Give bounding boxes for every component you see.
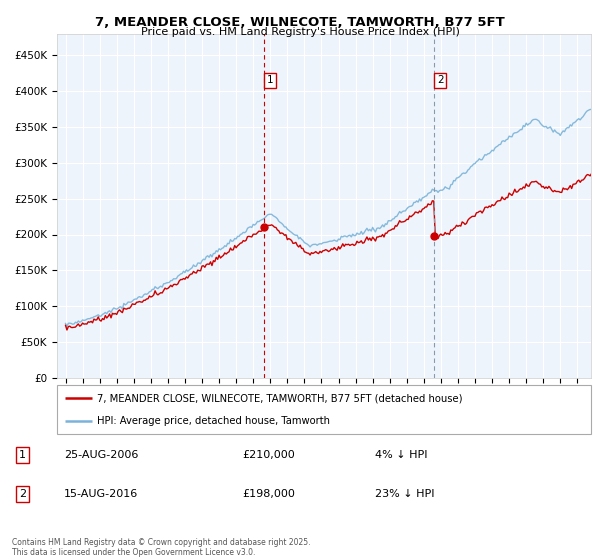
Text: 2: 2: [19, 489, 26, 499]
Text: Price paid vs. HM Land Registry's House Price Index (HPI): Price paid vs. HM Land Registry's House …: [140, 27, 460, 37]
Text: 7, MEANDER CLOSE, WILNECOTE, TAMWORTH, B77 5FT: 7, MEANDER CLOSE, WILNECOTE, TAMWORTH, B…: [95, 16, 505, 29]
Text: 1: 1: [267, 75, 274, 85]
FancyBboxPatch shape: [57, 385, 591, 434]
Text: £198,000: £198,000: [242, 489, 295, 499]
Text: 4% ↓ HPI: 4% ↓ HPI: [375, 450, 427, 460]
Text: 23% ↓ HPI: 23% ↓ HPI: [375, 489, 434, 499]
Text: 7, MEANDER CLOSE, WILNECOTE, TAMWORTH, B77 5FT (detached house): 7, MEANDER CLOSE, WILNECOTE, TAMWORTH, B…: [97, 393, 463, 403]
Text: HPI: Average price, detached house, Tamworth: HPI: Average price, detached house, Tamw…: [97, 416, 330, 426]
Text: 15-AUG-2016: 15-AUG-2016: [64, 489, 138, 499]
Text: Contains HM Land Registry data © Crown copyright and database right 2025.
This d: Contains HM Land Registry data © Crown c…: [12, 538, 311, 557]
Text: 25-AUG-2006: 25-AUG-2006: [64, 450, 138, 460]
Text: 1: 1: [19, 450, 26, 460]
Text: £210,000: £210,000: [242, 450, 295, 460]
Text: 2: 2: [437, 75, 443, 85]
